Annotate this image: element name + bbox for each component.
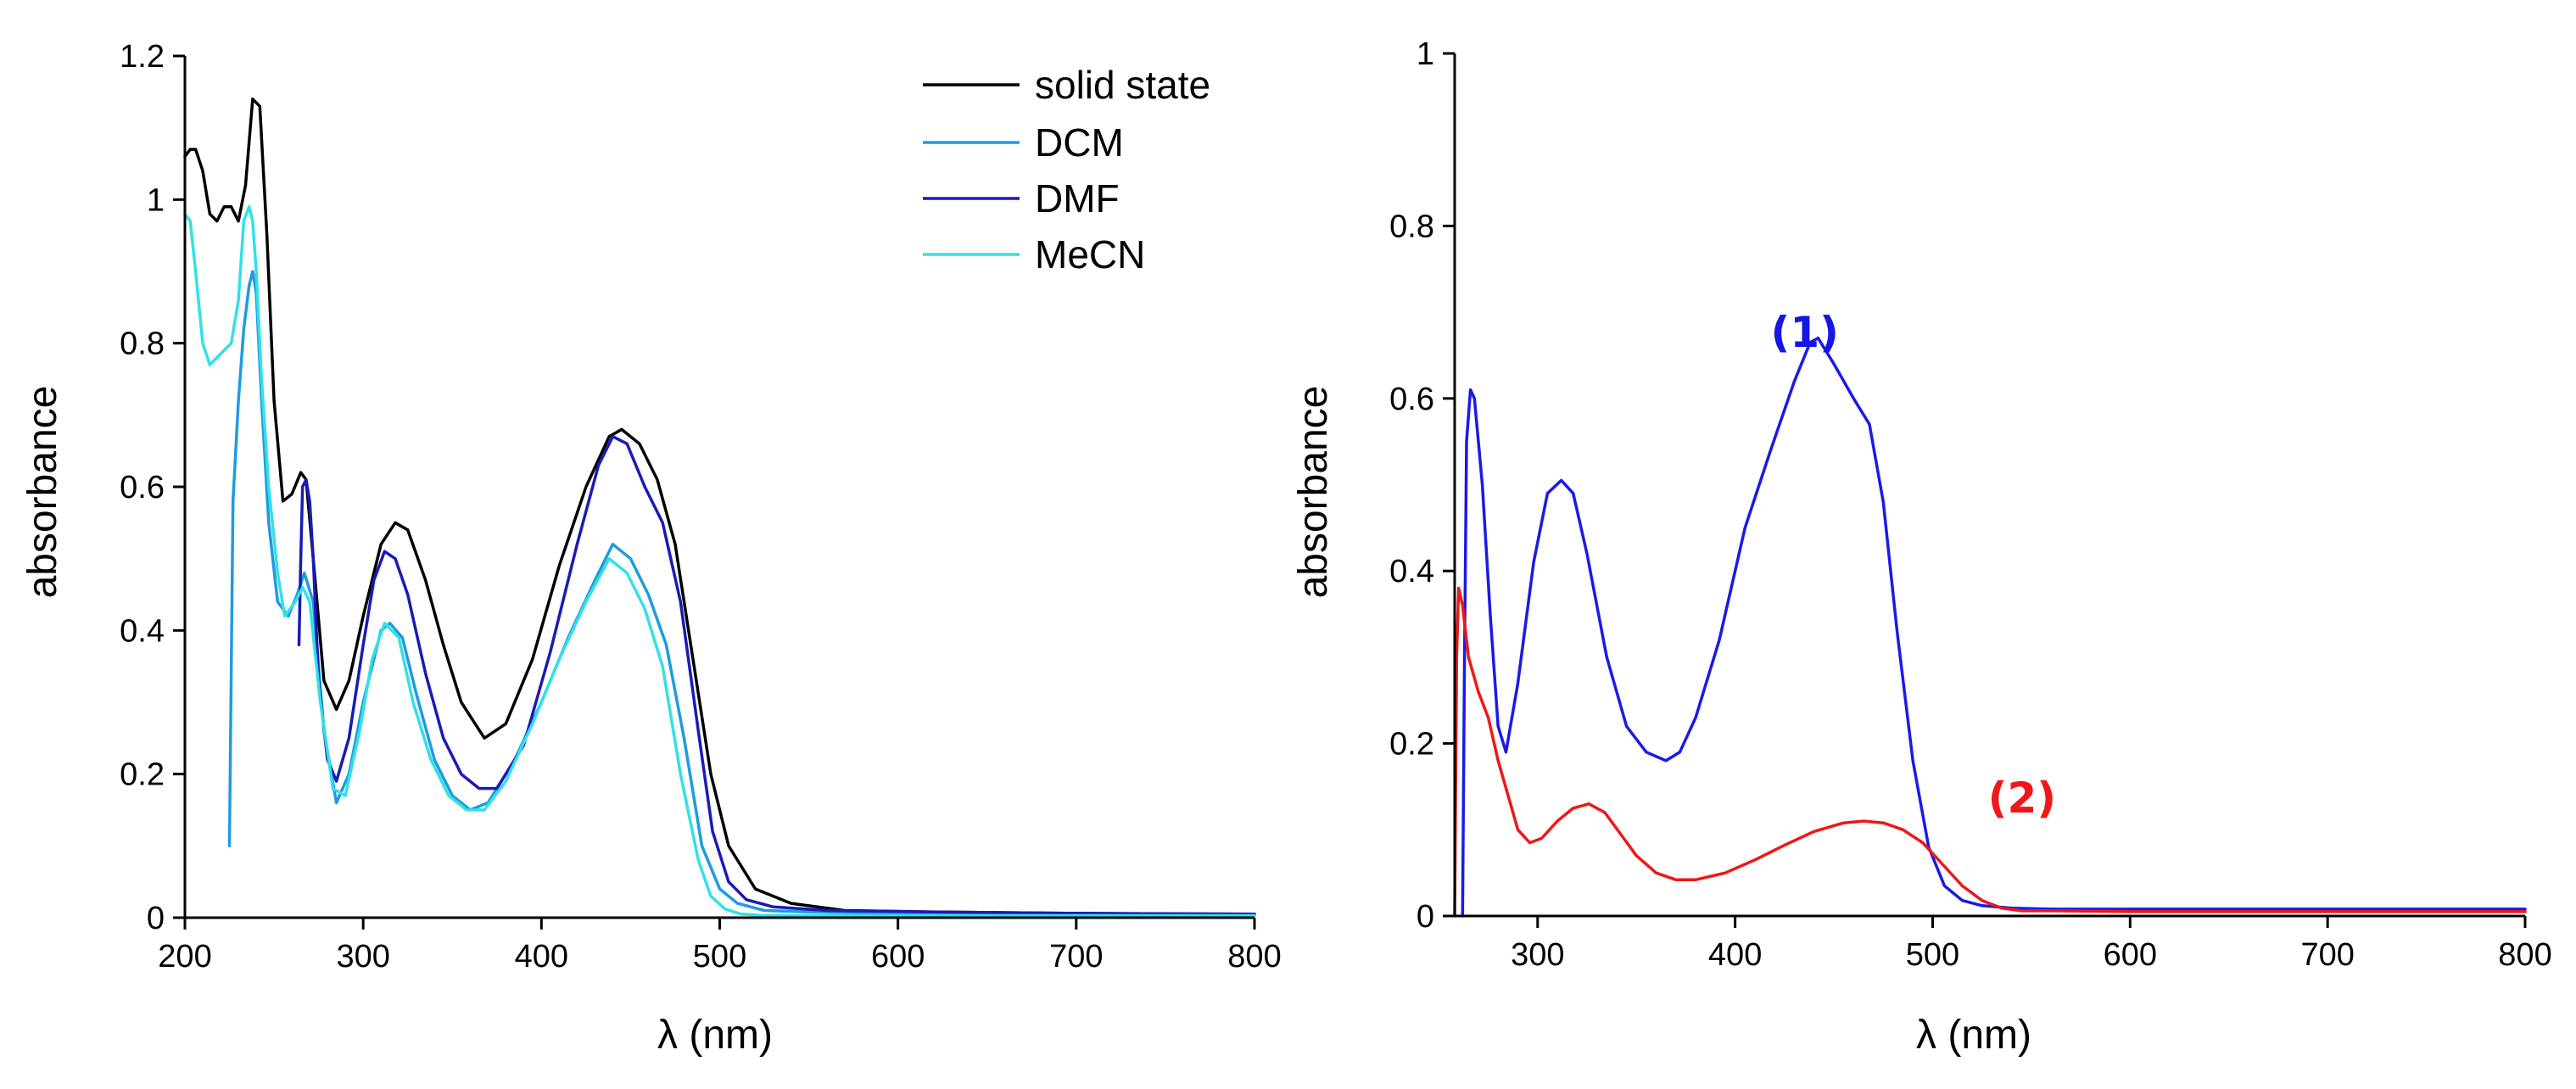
right-panel: λ (nm) absorbance (1) (2) 0 0.2 0.4 0.6 0.8 1…	[1291, 36, 2552, 1058]
left-x-tick-label: 400	[515, 939, 568, 975]
left-x-tick-label: 500	[693, 939, 746, 975]
right-x-tick-label: 500	[1906, 937, 1959, 973]
right-y-tick-label: 0.4	[1389, 554, 1434, 589]
right-y-axis-label: absorbance	[1291, 386, 1336, 599]
left-series-group	[183, 98, 1256, 918]
left-y-tick-label: 0	[147, 901, 165, 936]
left-x-tick-label: 700	[1049, 939, 1103, 975]
left-y-tick-label: 0.6	[120, 470, 165, 505]
series-line-dcm	[227, 270, 1256, 916]
right-x-tick-label: 700	[2300, 937, 2354, 973]
series-line-dmf	[297, 434, 1256, 916]
right-x-tick-label: 600	[2104, 937, 2157, 973]
left-y-tick-label: 0.2	[120, 757, 165, 793]
legend: solid state DCM DMF MeCN	[923, 63, 1210, 276]
right-y-tick-label: 1	[1417, 36, 1434, 72]
left-x-tick-label: 800	[1227, 939, 1281, 975]
right-x-axis-label: λ (nm)	[1916, 1013, 2031, 1058]
left-x-tick-label: 200	[158, 939, 211, 975]
left-y-axis-label: absorbance	[20, 386, 65, 599]
right-series-group	[1453, 336, 2527, 918]
annotation-compound-2: (2)	[1988, 773, 2057, 823]
series-line-solid-state	[183, 98, 1256, 916]
right-x-tick-label: 800	[2498, 937, 2551, 973]
legend-label-solid-state: solid state	[1035, 63, 1210, 107]
annotation-compound-1: (1)	[1771, 308, 1840, 357]
left-x-axis-label: λ (nm)	[657, 1013, 773, 1058]
right-y-tick-label: 0	[1417, 899, 1434, 935]
series-line-1	[1461, 336, 2527, 918]
series-line-mecn	[183, 205, 1256, 918]
left-x-tick-label: 300	[336, 939, 389, 975]
left-y-tick-label: 1.2	[120, 39, 165, 75]
right-x-tick-label: 300	[1511, 937, 1564, 973]
legend-label-mecn: MeCN	[1035, 232, 1145, 276]
left-y-tick-label: 0.4	[120, 613, 165, 649]
legend-label-dcm: DCM	[1035, 120, 1124, 165]
left-panel: λ (nm) absorbance solid state DCM DMF Me…	[20, 39, 1282, 1058]
right-y-tick-label: 0.6	[1389, 382, 1434, 417]
left-y-tick-label: 0.8	[120, 327, 165, 362]
right-y-tick-label: 0.2	[1389, 727, 1434, 762]
left-y-tick-label: 1	[147, 182, 165, 218]
legend-label-dmf: DMF	[1035, 176, 1120, 221]
right-x-tick-label: 400	[1708, 937, 1762, 973]
right-y-tick-label: 0.8	[1389, 209, 1434, 244]
series-line-2	[1453, 586, 2527, 918]
left-x-tick-label: 600	[871, 939, 925, 975]
